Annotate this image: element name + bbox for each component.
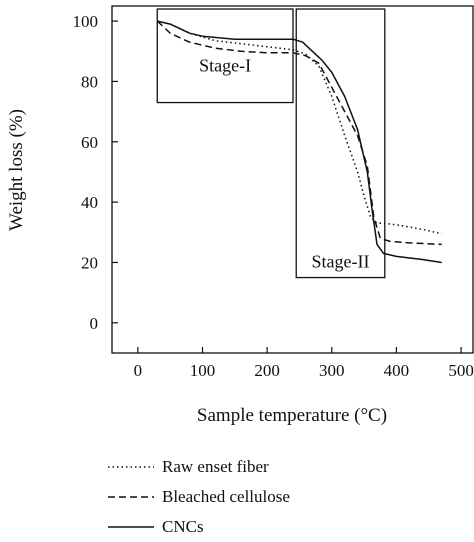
y-tick-label: 100 bbox=[73, 12, 99, 31]
stage-ii-box bbox=[295, 8, 386, 279]
axis-ticks: 0 20 40 60 80 100 0 100 200 300 400 500 bbox=[73, 12, 474, 380]
stage-i-box bbox=[156, 8, 294, 104]
y-tick-label: 0 bbox=[90, 314, 99, 333]
y-axis-label: Weight loss (%) bbox=[6, 109, 27, 231]
y-tick-label: 40 bbox=[81, 193, 98, 212]
y-tick-label: 20 bbox=[81, 253, 98, 272]
legend: Raw enset fiber Bleached cellulose CNCs bbox=[108, 452, 290, 542]
x-tick-label: 100 bbox=[190, 361, 216, 380]
legend-item-cncs: CNCs bbox=[108, 512, 290, 542]
x-tick-label: 0 bbox=[134, 361, 143, 380]
stage-ii-label: Stage-II bbox=[312, 252, 370, 272]
series-lines bbox=[156, 20, 442, 264]
y-tick-label: 60 bbox=[81, 133, 98, 152]
y-tick-label: 80 bbox=[81, 72, 98, 91]
legend-label: CNCs bbox=[162, 517, 204, 536]
x-tick-label: 300 bbox=[319, 361, 345, 380]
legend-label: Raw enset fiber bbox=[162, 457, 269, 476]
stage-i-label: Stage-I bbox=[199, 56, 251, 76]
legend-item-bleached-cellulose: Bleached cellulose bbox=[108, 482, 290, 512]
plot-frame bbox=[111, 5, 474, 354]
legend-label: Bleached cellulose bbox=[162, 487, 290, 506]
legend-item-raw-enset-fiber: Raw enset fiber bbox=[108, 452, 290, 482]
x-axis-label: Sample temperature (°C) bbox=[197, 405, 387, 426]
series-line-raw-enset-fiber bbox=[157, 20, 442, 235]
legend-swatch-solid bbox=[108, 526, 154, 528]
x-tick-label: 500 bbox=[448, 361, 474, 380]
x-tick-label: 400 bbox=[384, 361, 410, 380]
stage-annotations: Stage-I Stage-II bbox=[156, 8, 386, 279]
series-line-cncs bbox=[157, 20, 442, 264]
plot-area bbox=[111, 5, 474, 354]
x-tick-label: 200 bbox=[254, 361, 280, 380]
legend-swatch-dashed bbox=[108, 496, 154, 498]
series-line-bleached-cellulose bbox=[156, 20, 442, 246]
legend-swatch-dotted bbox=[108, 466, 154, 468]
